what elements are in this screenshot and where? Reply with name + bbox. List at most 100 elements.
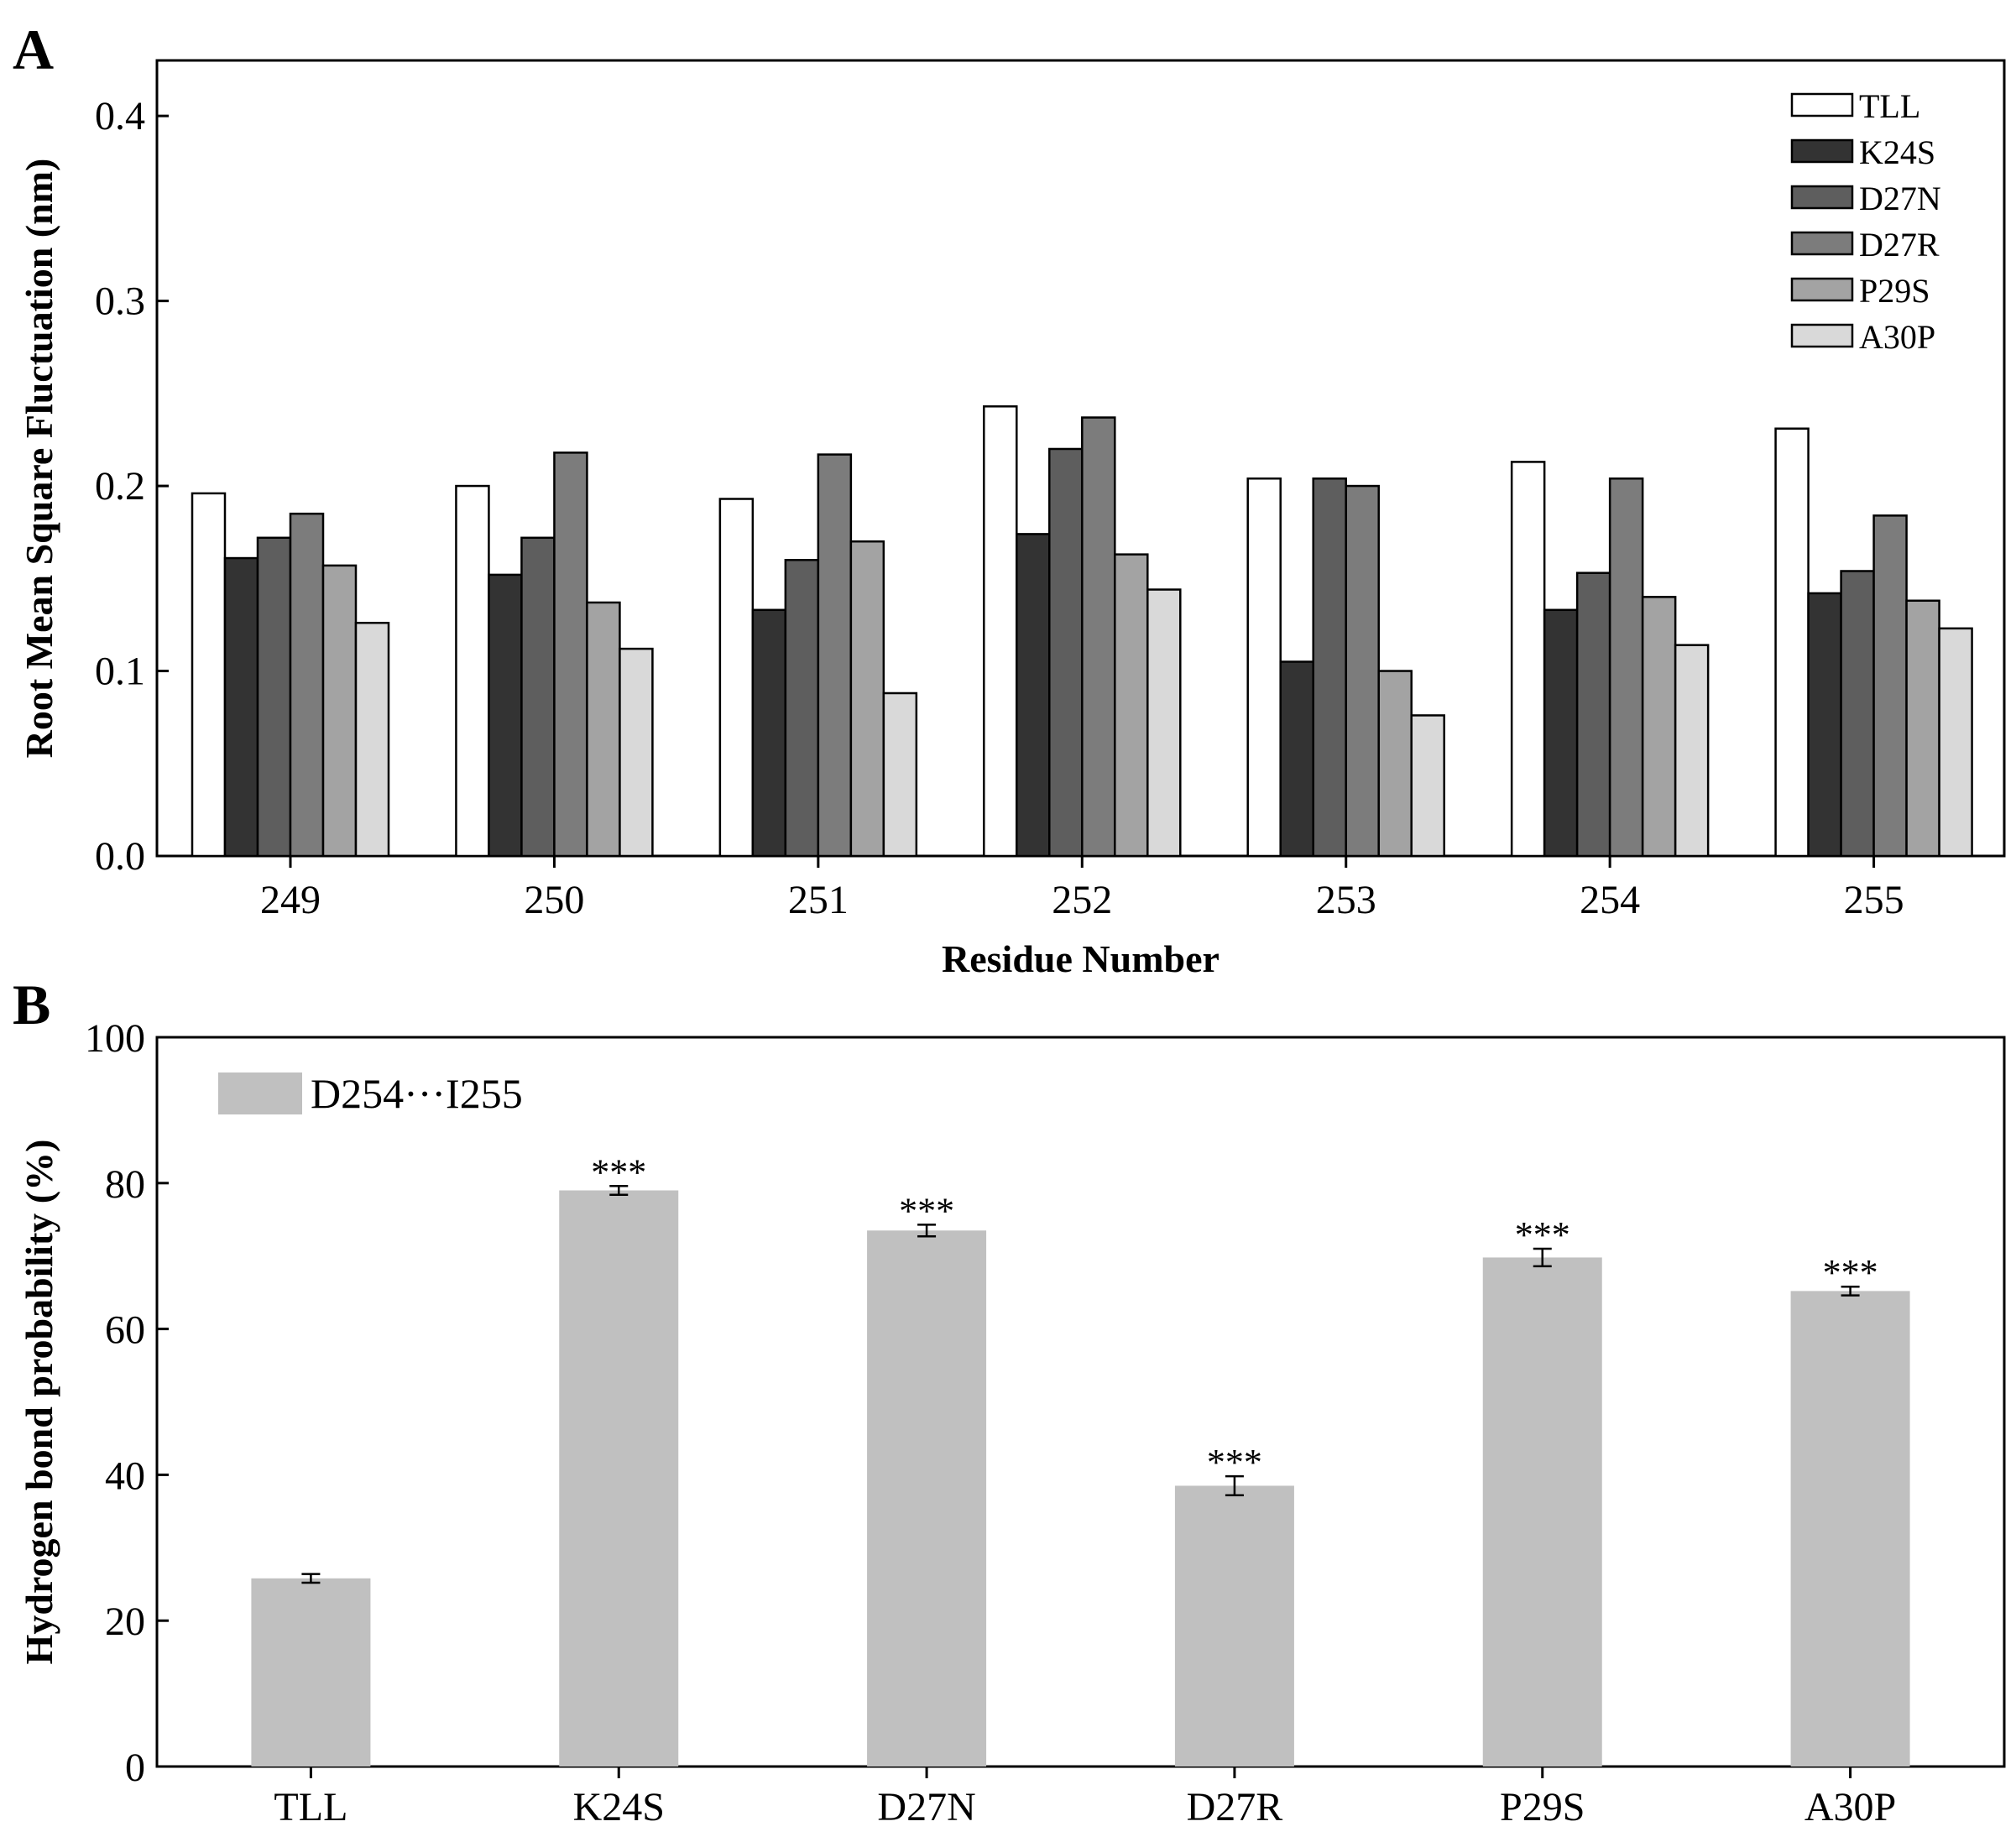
bar-a30p-253: [1410, 714, 1445, 858]
x-tick-label: 251: [788, 878, 849, 922]
y-tick-label: 0.1: [95, 650, 145, 694]
legend-label-hbond: D254···I255: [311, 1070, 523, 1117]
panel-b-y-axis-title: Hydrogen bond probability (%): [18, 1140, 60, 1665]
y-tick-label: 40: [105, 1453, 145, 1498]
bar-d27r-252: [1081, 416, 1116, 858]
legend-swatch-d27n: [1790, 185, 1854, 210]
significance-label-d27n: ***: [899, 1190, 954, 1231]
legend-swatch-a30p: [1790, 323, 1854, 348]
panel-a-y-axis-title: Root Mean Square Fluctuation (nm): [18, 159, 60, 759]
bar-p29s-251: [849, 540, 885, 858]
panel-a-bars: [191, 405, 1973, 858]
significance-label-p29s: ***: [1515, 1214, 1570, 1255]
y-tick-label: 0.4: [95, 94, 145, 138]
bar-tll-253: [1246, 478, 1282, 858]
bar-k24s: [559, 1190, 679, 1767]
legend-swatch-hbond: [218, 1072, 302, 1114]
bar-tll: [251, 1578, 371, 1767]
bar-d27r-254: [1608, 478, 1644, 858]
bar-k24s-250: [488, 573, 523, 858]
x-tick-label: 250: [524, 878, 584, 922]
bar-d27r-249: [289, 512, 325, 858]
panel-b-letter: B: [13, 973, 50, 1036]
bar-p29s-250: [586, 601, 621, 858]
legend-label-a30p: A30P: [1859, 318, 1935, 356]
y-tick-label: 100: [85, 1016, 145, 1061]
bar-tll-255: [1774, 427, 1810, 858]
panel-b-legend: D254···I255: [218, 1070, 523, 1117]
panel-b-bars: *** *** *** *** ***: [251, 1151, 1910, 1767]
panel-b-hbond-chart: B 0 20 40 60 80 100 TLL K24S D27N D27R P29S A30P *…: [13, 973, 2006, 1829]
bar-p29s-252: [1114, 553, 1149, 858]
y-tick-label: 0.3: [95, 279, 145, 324]
y-tick-label: 0: [125, 1746, 145, 1790]
bar-d27n-254: [1575, 571, 1611, 858]
bar-d27n-253: [1312, 478, 1347, 858]
legend-swatch-p29s: [1790, 277, 1854, 302]
bar-a30p-255: [1938, 627, 1973, 858]
panel-a-x-axis: 249 250 251 252 253 254 255: [260, 856, 1904, 922]
bar-tll-252: [983, 405, 1018, 858]
panel-a-letter: A: [13, 18, 54, 81]
significance-label-a30p: ***: [1823, 1252, 1878, 1293]
bar-d27r-253: [1345, 484, 1380, 858]
bar-tll-251: [718, 498, 755, 858]
y-tick-label: 60: [105, 1308, 145, 1353]
x-tick-label: D27R: [1187, 1785, 1283, 1829]
bar-p29s-255: [1905, 599, 1940, 858]
bar-k24s-251: [751, 608, 787, 858]
bar-a30p-251: [882, 691, 918, 858]
x-tick-label: 254: [1580, 878, 1640, 922]
bar-a30p-254: [1674, 644, 1710, 858]
bar-tll-254: [1510, 461, 1546, 858]
legend-label-k24s: K24S: [1859, 133, 1935, 171]
bar-d27n: [867, 1230, 987, 1767]
bar-p29s-254: [1641, 596, 1677, 858]
bar-k24s-255: [1807, 592, 1842, 858]
bar-d27n-250: [520, 536, 556, 858]
bar-d27n-252: [1048, 447, 1084, 858]
bar-a30p: [1790, 1291, 1910, 1767]
bar-d27r-250: [553, 451, 588, 858]
x-tick-label: K24S: [573, 1785, 665, 1829]
bar-k24s-254: [1543, 608, 1579, 858]
bar-tll-250: [455, 484, 490, 858]
bar-p29s: [1482, 1257, 1602, 1767]
x-tick-label: P29S: [1500, 1785, 1585, 1829]
panel-b-x-axis: TLL K24S D27N D27R P29S A30P: [274, 1767, 1896, 1829]
legend-label-d27n: D27N: [1859, 180, 1941, 217]
x-tick-label: 255: [1844, 878, 1904, 922]
x-tick-label: 252: [1052, 878, 1112, 922]
panel-a-legend: TLL K24S D27N D27R P29S A30P: [1790, 87, 1941, 356]
x-tick-label: TLL: [274, 1785, 347, 1829]
legend-label-tll: TLL: [1859, 87, 1920, 125]
x-tick-label: 253: [1316, 878, 1376, 922]
legend-label-d27r: D27R: [1859, 226, 1940, 264]
bar-a30p-250: [619, 647, 654, 858]
y-tick-label: 80: [105, 1162, 145, 1207]
legend-swatch-tll: [1790, 92, 1854, 117]
bar-p29s-249: [321, 564, 358, 858]
bar-k24s-249: [223, 556, 259, 858]
x-tick-label: D27N: [877, 1785, 975, 1829]
legend-label-p29s: P29S: [1859, 272, 1930, 310]
panel-a-y-axis: 0.0 0.1 0.2 0.3 0.4: [95, 94, 169, 879]
bar-d27n-255: [1840, 570, 1875, 858]
x-tick-label: A30P: [1804, 1785, 1896, 1829]
bar-k24s-253: [1279, 660, 1314, 858]
bar-d27r-251: [817, 453, 853, 858]
bar-d27n-249: [256, 536, 292, 858]
bar-d27r: [1174, 1485, 1294, 1767]
panel-a-rmsf-chart: A 0.00.10.20.30.4 249 250 251 252 253 254 255 …: [13, 18, 2006, 980]
panel-a-x-axis-title: Residue Number: [942, 937, 1220, 980]
significance-label-k24s: ***: [591, 1151, 646, 1192]
significance-label-d27r: ***: [1207, 1442, 1262, 1483]
bar-a30p-249: [354, 621, 390, 858]
bar-tll-249: [191, 492, 227, 858]
bar-a30p-252: [1146, 588, 1182, 858]
y-tick-label: 0.2: [95, 464, 145, 509]
legend-swatch-k24s: [1790, 138, 1854, 164]
y-tick-label: 0.0: [95, 834, 145, 879]
y-tick-label: 20: [105, 1600, 145, 1644]
x-tick-label: 249: [260, 878, 321, 922]
